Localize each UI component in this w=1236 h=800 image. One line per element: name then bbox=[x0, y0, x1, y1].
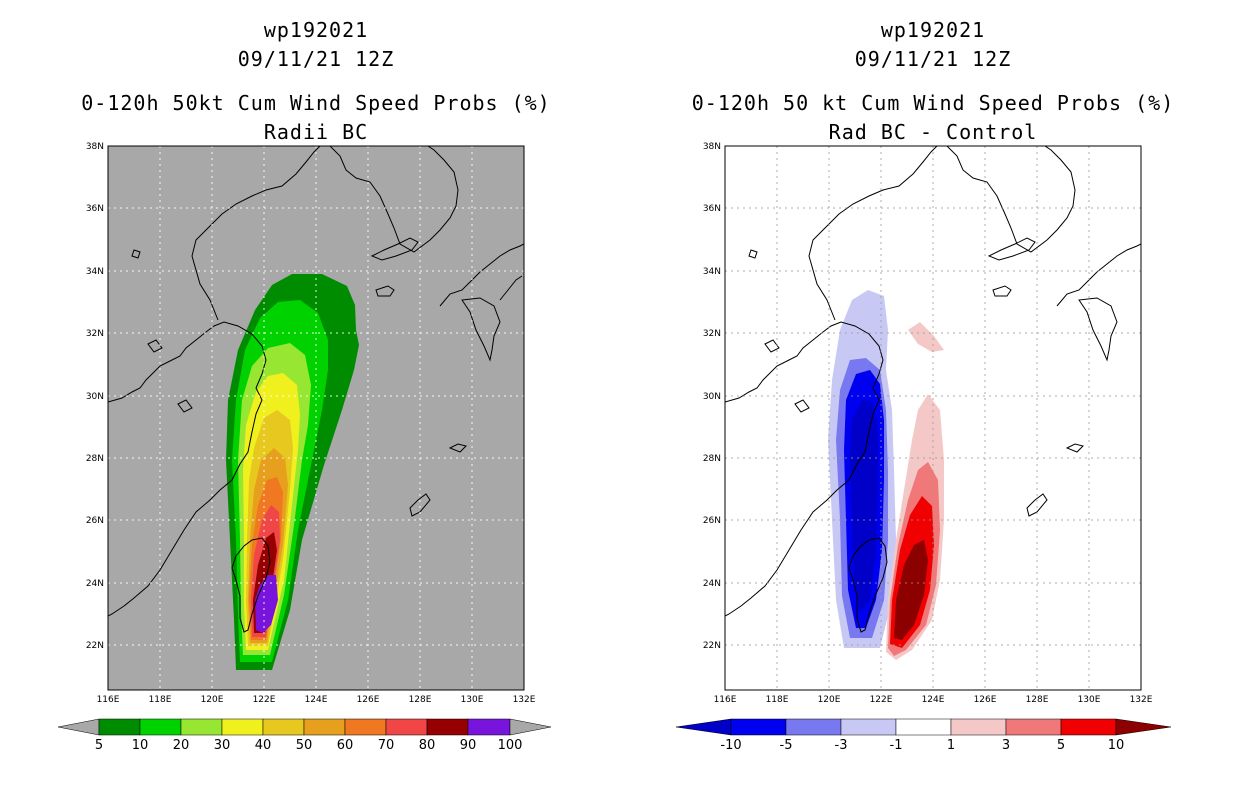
left-lon-label: 128E bbox=[409, 695, 432, 705]
left-colorbar-label: 70 bbox=[378, 738, 395, 753]
right-title-storm-id: wp192021 bbox=[880, 18, 986, 42]
left-colorbar-label: 90 bbox=[460, 738, 477, 753]
left-lon-label: 116E bbox=[97, 695, 120, 705]
left-lat-label: 24N bbox=[86, 579, 104, 589]
left-colorbar-label: 10 bbox=[132, 738, 149, 753]
left-title-product: 0-120h 50kt Cum Wind Speed Probs (%) bbox=[81, 91, 551, 115]
left-colorbar-label: 40 bbox=[255, 738, 272, 753]
left-colorbar-swatch bbox=[385, 718, 428, 736]
left-colorbar-label: 60 bbox=[337, 738, 354, 753]
left-title-date: 09/11/21 12Z bbox=[237, 47, 395, 71]
left-lat-label: 22N bbox=[86, 641, 104, 651]
left-lon-label: 120E bbox=[201, 695, 224, 705]
left-colorbar-swatch bbox=[467, 718, 511, 736]
left-lat-label: 26N bbox=[86, 516, 104, 526]
left-title-subtitle: Radii BC bbox=[263, 120, 369, 144]
left-lat-label: 30N bbox=[86, 392, 104, 402]
left-colorbar-label: 50 bbox=[296, 738, 313, 753]
left-colorbar-swatch bbox=[303, 718, 346, 736]
left-lon-label: 124E bbox=[305, 695, 328, 705]
left-colorbar-label: 80 bbox=[419, 738, 436, 753]
left-colorbar-swatch bbox=[98, 718, 141, 736]
left-lat-label: 38N bbox=[86, 142, 104, 152]
left-colorbar-label: 100 bbox=[498, 738, 523, 753]
left-colorbar-swatch bbox=[344, 718, 387, 736]
left-colorbar-label: 5 bbox=[95, 738, 103, 753]
left-lat-label: 28N bbox=[86, 454, 104, 464]
left-colorbar bbox=[57, 718, 552, 736]
left-colorbar-swatch bbox=[180, 718, 223, 736]
left-lat-label: 34N bbox=[86, 267, 104, 277]
left-lat-label: 32N bbox=[86, 329, 104, 339]
left-colorbar-swatch bbox=[426, 718, 469, 736]
left-colorbar-upper-arrow bbox=[509, 718, 552, 736]
left-lat-label: 36N bbox=[86, 204, 104, 214]
left-colorbar-label: 30 bbox=[214, 738, 231, 753]
left-colorbar-swatch bbox=[221, 718, 264, 736]
left-colorbar-swatch bbox=[139, 718, 182, 736]
left-lon-label: 132E bbox=[513, 695, 536, 705]
left-colorbar-lower-arrow bbox=[57, 718, 100, 736]
left-lon-label: 118E bbox=[149, 695, 172, 705]
left-lon-label: 126E bbox=[357, 695, 380, 705]
left-title-storm-id: wp192021 bbox=[263, 18, 369, 42]
left-lon-label: 122E bbox=[253, 695, 276, 705]
left-colorbar-label: 20 bbox=[173, 738, 190, 753]
right-title-product: 0-120h 50 kt Cum Wind Speed Probs (%) bbox=[691, 91, 1175, 115]
right-title-subtitle: Rad BC - Control bbox=[828, 120, 1038, 144]
left-colorbar-swatch bbox=[262, 718, 305, 736]
right-title-date: 09/11/21 12Z bbox=[854, 47, 1012, 71]
left-lon-label: 130E bbox=[461, 695, 484, 705]
